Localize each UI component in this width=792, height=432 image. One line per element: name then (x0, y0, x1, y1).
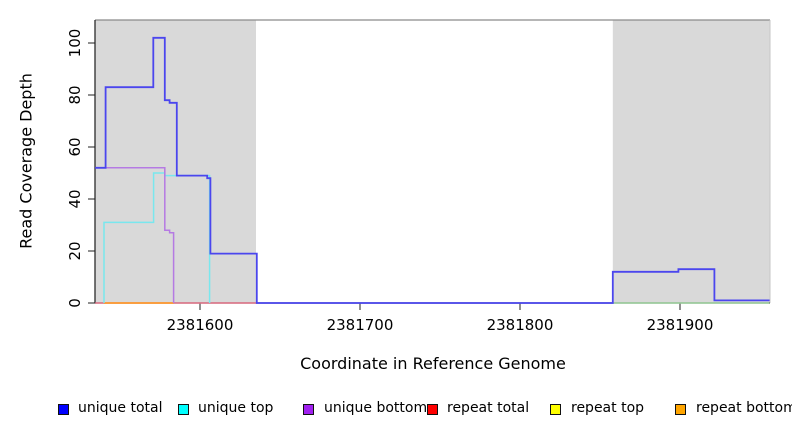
series-line-unique-bottom (95, 167, 175, 303)
y-tick-label: 100 (66, 29, 84, 58)
y-tick-label: 20 (66, 241, 84, 260)
y-tick-label: 0 (66, 298, 84, 308)
y-tick-label: 60 (66, 137, 84, 156)
x-tick-label: 2381600 (167, 316, 234, 334)
x-axis-title: Coordinate in Reference Genome (300, 354, 566, 373)
y-tick-label: 40 (66, 189, 84, 208)
y-axis-title: Read Coverage Depth (16, 73, 36, 249)
read-span-band (612, 20, 770, 303)
x-tick-label: 2381900 (647, 316, 714, 334)
read-span-band (94, 20, 257, 303)
x-tick-label: 2381800 (487, 316, 554, 334)
y-tick-label: 80 (66, 85, 84, 104)
series-line-unique-total (95, 36, 770, 304)
x-tick-label: 2381700 (327, 316, 394, 334)
